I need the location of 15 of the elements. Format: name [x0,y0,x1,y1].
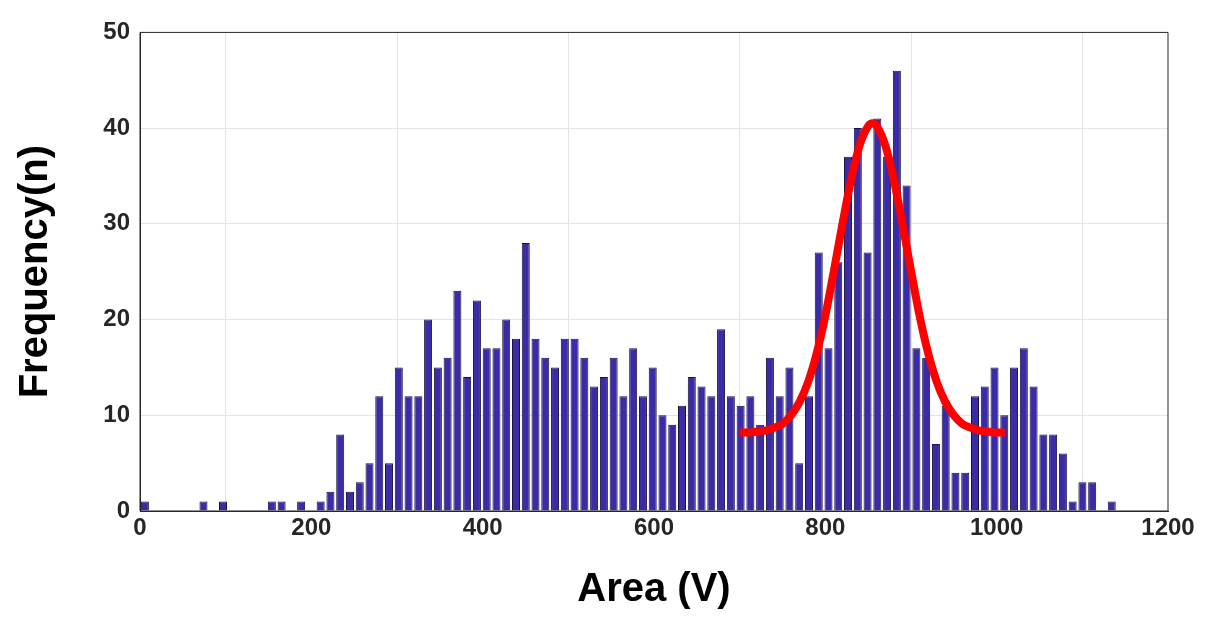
x-axis-title: Area (V) [577,565,731,610]
y-tick-label: 20 [103,304,130,332]
x-tick-label: 800 [805,513,846,541]
y-tick-label: 10 [103,399,130,427]
x-tick-label: 200 [291,513,332,541]
y-tick-label: 40 [103,112,130,140]
x-tick-label: 1000 [969,513,1024,541]
x-tick-label: 0 [133,513,147,541]
x-tick-label: 600 [633,513,675,541]
x-tick-label: 1200 [1141,513,1195,541]
y-tick-label: 30 [103,208,130,236]
y-tick-label: 0 [116,495,130,523]
y-axis-title: Frequency(n) [11,145,56,399]
y-tick-label: 50 [103,17,130,45]
x-tick-label: 400 [462,513,503,541]
